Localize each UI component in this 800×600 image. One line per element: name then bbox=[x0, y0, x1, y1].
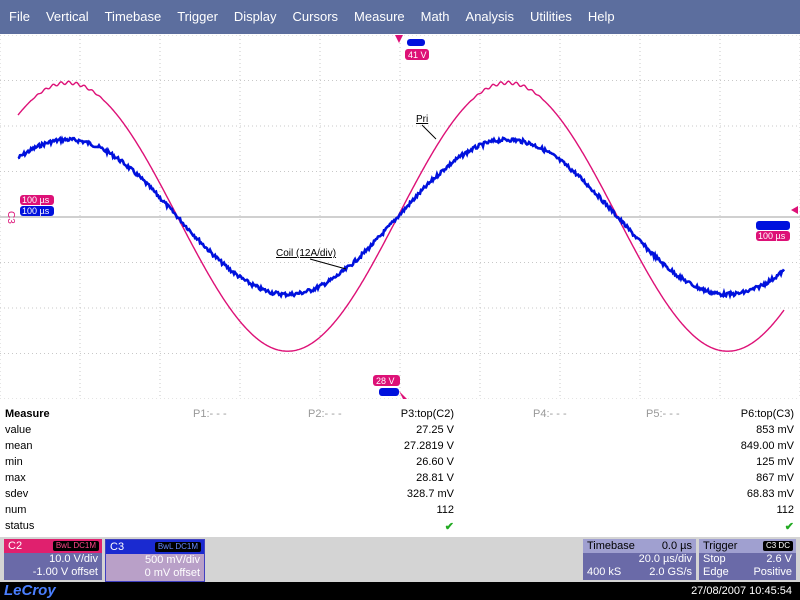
measure-row-label: mean bbox=[5, 440, 33, 452]
timebase-samples: 400 kS bbox=[587, 566, 622, 578]
bottom-level-marker[interactable]: 28 V bbox=[373, 375, 400, 396]
menu-bar: File Vertical Timebase Trigger Display Cursor… bbox=[0, 0, 800, 34]
c2-coupling-chip: BwL DC1M bbox=[52, 541, 99, 551]
lecroy-logo: LeCroy bbox=[4, 582, 56, 599]
measure-row-label: sdev bbox=[5, 488, 29, 500]
p6-value: 867 mV bbox=[756, 472, 794, 484]
right-channel-markers[interactable]: 100 µs bbox=[756, 206, 798, 241]
measure-table: Measure P1:- - - P2:- - - P3:top(C2) P4:… bbox=[0, 406, 800, 536]
timebase-tdiv: 20.0 µs/div bbox=[638, 553, 692, 565]
param-p6[interactable]: P6:top(C3) bbox=[740, 408, 794, 420]
c3-descriptor[interactable]: C3 BwL DC1M 500 mV/div 0 mV offset bbox=[105, 539, 205, 582]
menu-trigger[interactable]: Trigger bbox=[177, 9, 218, 24]
menu-measure[interactable]: Measure bbox=[354, 9, 405, 24]
top-level-label: 41 V bbox=[408, 50, 427, 60]
c2-offset: -1.00 V offset bbox=[32, 566, 98, 578]
timebase-delay: 0.0 µs bbox=[661, 540, 692, 552]
p6-value: 849.00 mV bbox=[740, 440, 794, 452]
annotation-coil: Coil (12A/div) bbox=[276, 248, 347, 270]
param-p2[interactable]: P2:- - - bbox=[308, 408, 342, 420]
left-channel-markers[interactable]: C3 100 µs 100 µs bbox=[5, 195, 54, 224]
left-c3-time: 100 µs bbox=[22, 206, 50, 216]
measure-row-label: max bbox=[5, 472, 26, 484]
waveform-display[interactable]: 41 V 28 V C3 100 µs 100 µs 100 µs Pri bbox=[0, 34, 800, 400]
p6-value: 112 bbox=[776, 504, 794, 516]
c3-name: C3 bbox=[110, 541, 125, 553]
status-check-icon: ✔ bbox=[444, 521, 454, 533]
right-c2-time: 100 µs bbox=[758, 231, 786, 241]
measure-row-num: num 112 112 bbox=[0, 502, 800, 518]
p3-value: 112 bbox=[436, 504, 454, 516]
trigger-position-top-icon bbox=[395, 35, 403, 43]
left-c2-time: 100 µs bbox=[22, 195, 50, 205]
timebase-label: Timebase bbox=[587, 540, 635, 552]
measure-row-status: status ✔ ✔ bbox=[0, 518, 800, 534]
menu-help[interactable]: Help bbox=[587, 9, 615, 24]
trigger-level: 2.6 V bbox=[766, 553, 792, 565]
menu-math[interactable]: Math bbox=[420, 9, 450, 24]
c2-waveform bbox=[17, 80, 785, 352]
measure-row-mean: mean 27.2819 V 849.00 mV bbox=[0, 438, 800, 454]
measure-row-label: value bbox=[5, 424, 32, 436]
waveform-grid[interactable]: 41 V 28 V C3 100 µs 100 µs 100 µs Pri bbox=[0, 34, 800, 400]
p6-value: 853 mV bbox=[756, 424, 794, 436]
c2-vdiv: 10.0 V/div bbox=[49, 553, 98, 565]
trigger-descriptor[interactable]: Trigger C3 DC Stop 2.6 V Edge Positive bbox=[699, 539, 796, 580]
trigger-type: Edge bbox=[703, 566, 729, 578]
menu-analysis[interactable]: Analysis bbox=[465, 9, 514, 24]
timebase-rate: 2.0 GS/s bbox=[649, 566, 692, 578]
trigger-mode: Stop bbox=[703, 553, 726, 565]
trigger-position-bottom-icon bbox=[399, 391, 407, 399]
p6-value: 125 mV bbox=[756, 456, 794, 468]
measure-row-max: max 28.81 V 867 mV bbox=[0, 470, 800, 486]
p3-value: 328.7 mV bbox=[406, 488, 454, 500]
p6-value: 68.83 mV bbox=[746, 488, 794, 500]
pri-label: Pri bbox=[416, 114, 428, 125]
param-p1[interactable]: P1:- - - bbox=[193, 408, 227, 420]
status-bar: LeCroy 27/08/2007 10:45:54 bbox=[0, 582, 800, 600]
c3-vdiv: 500 mV/div bbox=[144, 554, 200, 566]
c2-descriptor[interactable]: C2 BwL DC1M 10.0 V/div -1.00 V offset bbox=[4, 539, 102, 580]
annotation-pri: Pri bbox=[416, 114, 437, 140]
measure-row-value: value 27.25 V 853 mV bbox=[0, 422, 800, 438]
p3-value: 27.2819 V bbox=[403, 440, 454, 452]
menu-timebase[interactable]: Timebase bbox=[104, 9, 162, 24]
c3-coupling-chip: BwL DC1M bbox=[154, 542, 201, 552]
measure-row-label: num bbox=[5, 504, 27, 516]
c3-waveform bbox=[17, 135, 786, 300]
measure-title: Measure bbox=[5, 408, 50, 420]
menu-display[interactable]: Display bbox=[233, 9, 277, 24]
measure-row-sdev: sdev 328.7 mV 68.83 mV bbox=[0, 486, 800, 502]
measure-row-label: status bbox=[5, 520, 35, 532]
side-channel-label: C3 bbox=[5, 211, 16, 224]
status-check-icon: ✔ bbox=[784, 521, 794, 533]
param-p3[interactable]: P3:top(C2) bbox=[400, 408, 454, 420]
measure-header-row: Measure P1:- - - P2:- - - P3:top(C2) P4:… bbox=[0, 406, 800, 422]
param-p4[interactable]: P4:- - - bbox=[533, 408, 567, 420]
p3-value: 27.25 V bbox=[416, 424, 454, 436]
p3-value: 28.81 V bbox=[416, 472, 454, 484]
menu-cursors[interactable]: Cursors bbox=[292, 9, 339, 24]
bottom-panel: C2 BwL DC1M 10.0 V/div -1.00 V offset C3… bbox=[0, 537, 800, 582]
trigger-label: Trigger bbox=[703, 540, 738, 552]
measure-row-label: min bbox=[5, 456, 23, 468]
p3-value: 26.60 V bbox=[416, 456, 454, 468]
menu-file[interactable]: File bbox=[9, 9, 30, 24]
c2-name: C2 bbox=[8, 540, 23, 552]
param-p5[interactable]: P5:- - - bbox=[646, 408, 680, 420]
bottom-level-label: 28 V bbox=[376, 376, 395, 386]
timebase-descriptor[interactable]: Timebase 0.0 µs 20.0 µs/div 400 kS 2.0 G… bbox=[583, 539, 696, 580]
trigger-source-chip: C3 DC bbox=[762, 541, 793, 551]
trigger-slope: Positive bbox=[753, 566, 792, 578]
measure-row-min: min 26.60 V 125 mV bbox=[0, 454, 800, 470]
top-level-marker[interactable]: 41 V bbox=[405, 39, 429, 60]
c3-offset: 0 mV offset bbox=[144, 567, 200, 579]
coil-label: Coil (12A/div) bbox=[276, 248, 336, 259]
status-datetime: 27/08/2007 10:45:54 bbox=[691, 585, 792, 597]
menu-vertical[interactable]: Vertical bbox=[45, 9, 89, 24]
menu-utilities[interactable]: Utilities bbox=[529, 9, 572, 24]
